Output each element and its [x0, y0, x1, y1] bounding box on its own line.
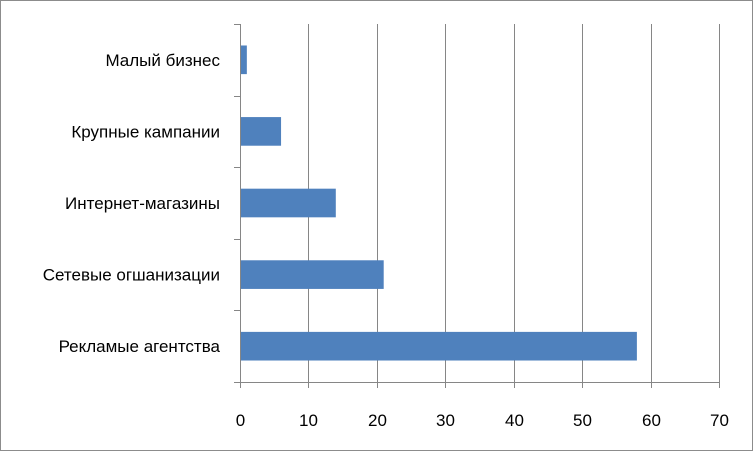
bar-4: [241, 331, 637, 361]
bar-3: [241, 260, 384, 289]
tick-labels: 0 10 20 30 40 50 60 70: [236, 411, 729, 430]
x-tick-label: 10: [299, 411, 318, 430]
bars: [241, 45, 637, 361]
bar-0: [241, 45, 247, 75]
x-tick-label: 70: [710, 411, 729, 430]
category-label: Малый бизнес: [105, 51, 220, 70]
category-labels: Малый бизнес Крупные кампании Интернет-маг…: [43, 51, 221, 356]
x-tick-label: 20: [368, 411, 387, 430]
category-label: Интернет-магазины: [65, 194, 220, 213]
category-label: Крупные кампании: [71, 122, 220, 141]
x-tick-label: 40: [505, 411, 524, 430]
axes: [234, 24, 720, 388]
category-label: Рекламые агентства: [59, 337, 221, 356]
x-tick-label: 30: [436, 411, 455, 430]
category-label: Сетевые огшанизации: [43, 266, 220, 285]
x-tick-label: 0: [236, 411, 245, 430]
x-tick-label: 50: [573, 411, 592, 430]
bar-2: [241, 188, 336, 218]
x-tick-label: 60: [642, 411, 661, 430]
bar-1: [241, 117, 282, 146]
gridlines: [308, 24, 720, 382]
